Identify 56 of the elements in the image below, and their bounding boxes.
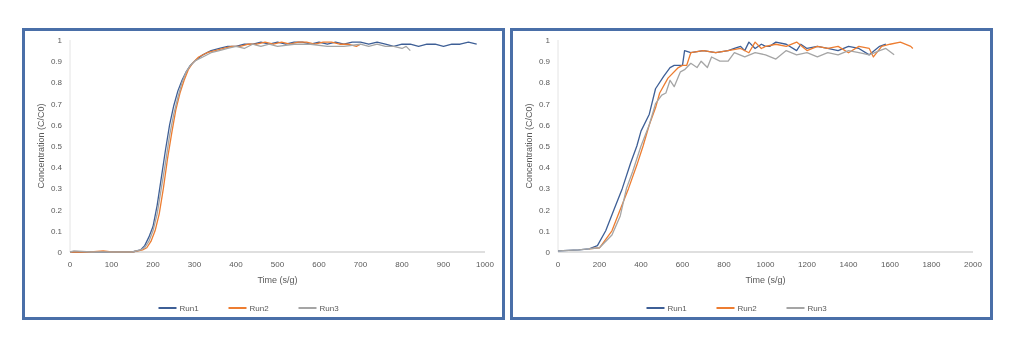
x-tick-label: 200 xyxy=(146,260,161,269)
y-tick-label: 0.9 xyxy=(50,57,63,67)
x-tick-label: 0 xyxy=(67,260,73,269)
x-tick-label: 700 xyxy=(353,260,368,269)
line-series xyxy=(69,41,362,253)
y-tick-label: 0 xyxy=(545,248,551,257)
legend-label: Run2 xyxy=(249,304,270,313)
legend-label: Run1 xyxy=(667,304,688,313)
y-tick-label: 0.3 xyxy=(538,184,551,194)
x-tick-label: 800 xyxy=(395,260,410,269)
y-tick-label: 1 xyxy=(57,36,63,45)
legend-label: Run3 xyxy=(807,304,828,313)
y-axis-title: Concentration (C/C0) xyxy=(36,103,46,189)
y-tick-label: 0.7 xyxy=(538,99,551,109)
legend-label: Run3 xyxy=(319,304,340,313)
x-tick-label: 1000 xyxy=(756,260,775,269)
x-tick-label: 1000 xyxy=(476,260,495,269)
x-axis-title: Time (s/g) xyxy=(745,275,786,285)
x-tick-label: 0 xyxy=(555,260,561,269)
y-tick-label: 0.5 xyxy=(50,142,63,151)
y-tick-label: 0.8 xyxy=(50,78,63,88)
y-axis-title: Concentration (C/C0) xyxy=(524,103,534,189)
y-tick-label: 0.7 xyxy=(50,99,63,109)
x-tick-label: 1400 xyxy=(839,260,858,269)
x-tick-label: 1200 xyxy=(798,260,817,269)
y-tick-label: 0.2 xyxy=(50,205,63,215)
y-tick-label: 0.5 xyxy=(538,142,551,151)
y-tick-label: 0.3 xyxy=(50,184,63,194)
x-tick-label: 300 xyxy=(187,260,202,269)
x-tick-label: 200 xyxy=(592,260,607,269)
legend-label: Run1 xyxy=(179,304,200,313)
x-tick-label: 800 xyxy=(717,260,732,269)
legend-label: Run2 xyxy=(737,304,758,313)
line-series xyxy=(69,43,411,253)
y-tick-label: 0.1 xyxy=(50,226,63,236)
x-tick-label: 600 xyxy=(675,260,690,269)
y-tick-label: 0.8 xyxy=(538,78,551,88)
x-axis-title: Time (s/g) xyxy=(257,275,298,285)
y-tick-label: 0.1 xyxy=(538,226,551,236)
x-tick-label: 600 xyxy=(312,260,327,269)
x-tick-label: 2000 xyxy=(964,260,983,269)
y-tick-label: 0.4 xyxy=(538,163,551,173)
y-tick-label: 0.2 xyxy=(538,205,551,215)
x-tick-label: 1600 xyxy=(881,260,900,269)
x-tick-label: 1800 xyxy=(922,260,941,269)
y-tick-label: 0.9 xyxy=(538,57,551,67)
x-tick-label: 400 xyxy=(229,260,244,269)
y-tick-label: 0.6 xyxy=(50,120,63,130)
x-tick-label: 400 xyxy=(634,260,649,269)
y-tick-label: 1 xyxy=(545,36,551,45)
x-tick-label: 900 xyxy=(436,260,451,269)
x-tick-label: 100 xyxy=(104,260,119,269)
y-tick-label: 0 xyxy=(57,248,63,257)
y-tick-label: 0.4 xyxy=(50,163,63,173)
x-tick-label: 500 xyxy=(270,260,285,269)
y-tick-label: 0.6 xyxy=(538,120,551,130)
